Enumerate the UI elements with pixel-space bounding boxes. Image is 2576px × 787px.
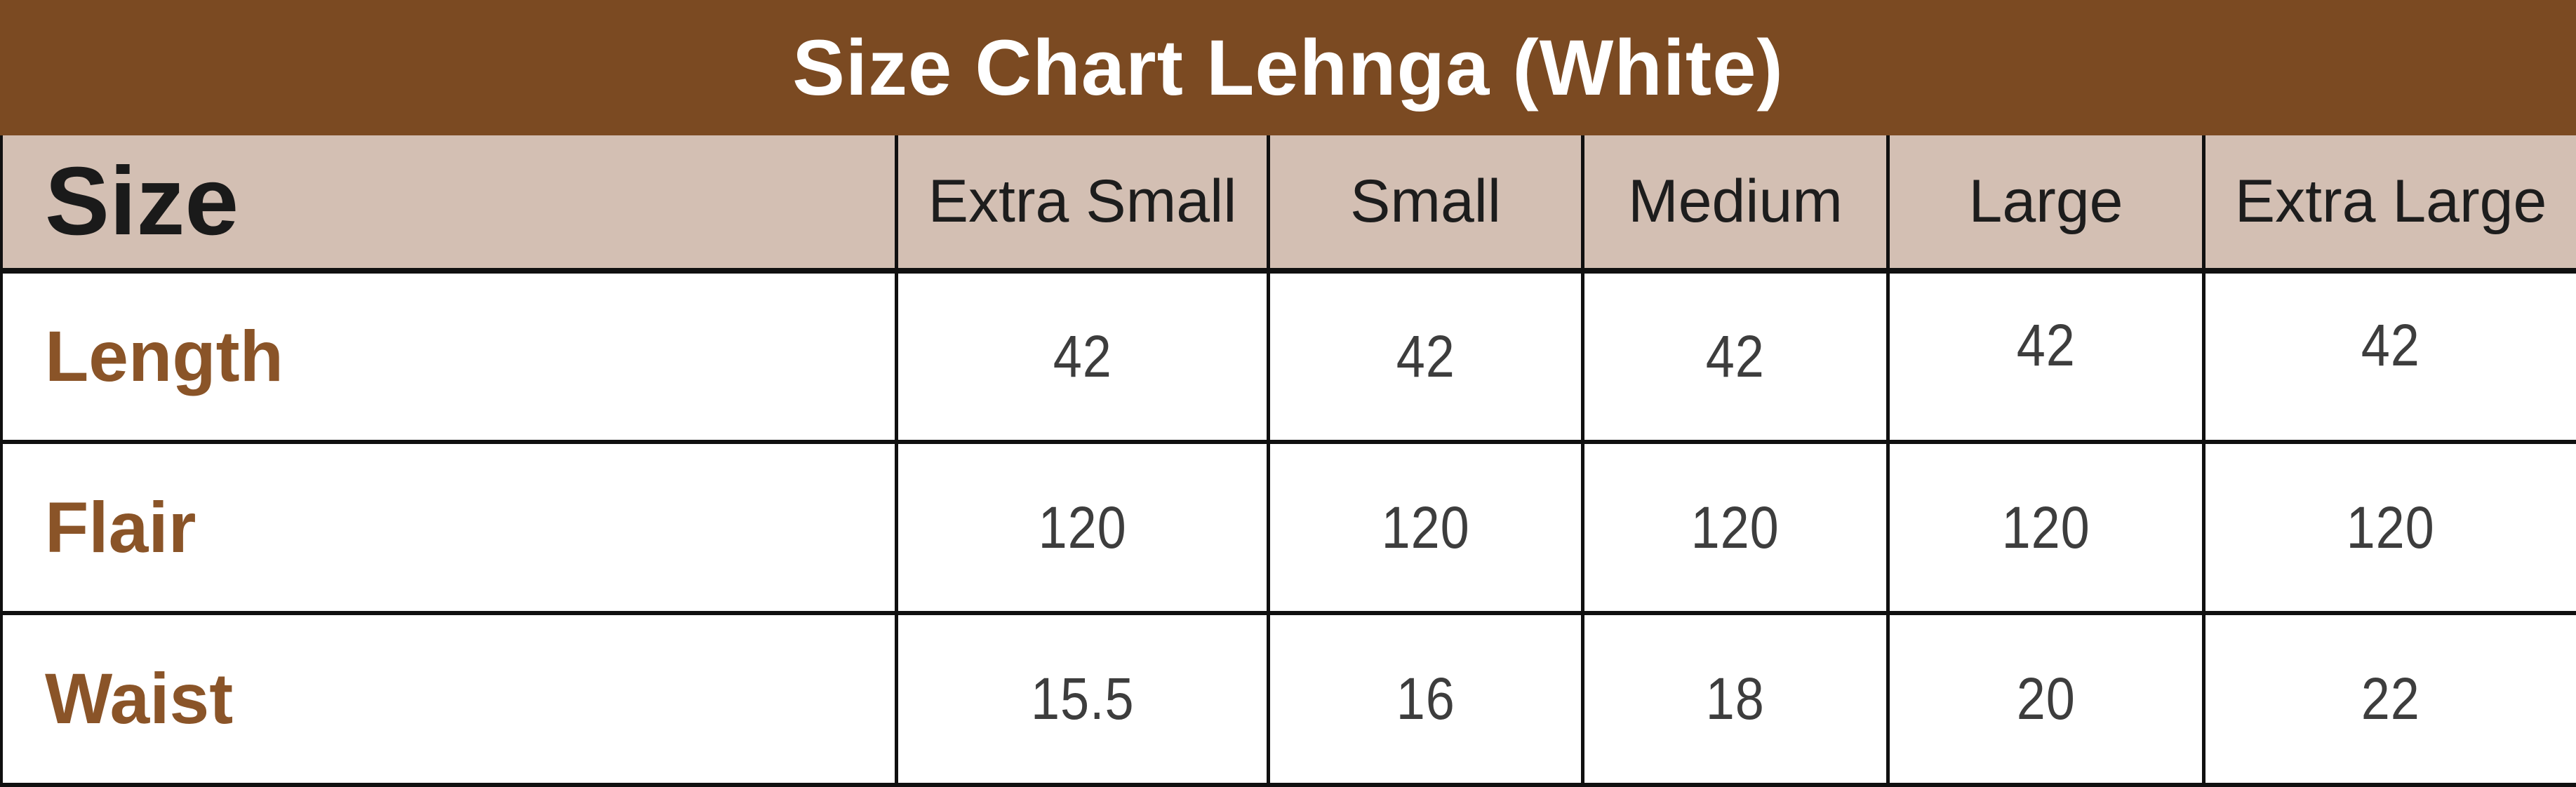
cell-waist-medium: 18 xyxy=(1584,615,1890,787)
value-text: 120 xyxy=(2347,494,2435,560)
cell-length-medium: 42 xyxy=(1584,274,1890,444)
value-text: 42 xyxy=(1053,323,1112,389)
value-text: 42 xyxy=(1706,323,1765,389)
cell-waist-extra-large: 22 xyxy=(2205,615,2576,787)
cell-waist-large: 20 xyxy=(1890,615,2205,787)
size-table: Size Extra Small Small Medium Large Extr… xyxy=(0,135,2576,787)
column-header-large: Large xyxy=(1890,135,2205,274)
cell-flair-medium: 120 xyxy=(1584,444,1890,615)
value-text: 15.5 xyxy=(1030,666,1135,732)
cell-length-small: 42 xyxy=(1270,274,1584,444)
column-header-small: Small xyxy=(1270,135,1584,274)
value-text: 120 xyxy=(1691,494,1780,560)
cell-length-large: 42 xyxy=(1890,274,2205,444)
column-header-extra-large: Extra Large xyxy=(2205,135,2576,274)
cell-flair-extra-small: 120 xyxy=(898,444,1270,615)
cell-flair-extra-large: 120 xyxy=(2205,444,2576,615)
row-label-waist: Waist xyxy=(3,615,898,787)
value-text: 42 xyxy=(2361,312,2420,378)
value-text: 20 xyxy=(2016,666,2076,732)
row-label-length: Length xyxy=(3,274,898,444)
column-header-extra-small: Extra Small xyxy=(898,135,1270,274)
value-text: 120 xyxy=(1038,494,1127,560)
cell-flair-large: 120 xyxy=(1890,444,2205,615)
chart-title: Size Chart Lehnga (White) xyxy=(792,24,1784,112)
value-text: 16 xyxy=(1396,666,1455,732)
value-text: 120 xyxy=(1381,494,1470,560)
cell-flair-small: 120 xyxy=(1270,444,1584,615)
size-column-header: Size xyxy=(3,135,898,274)
cell-waist-extra-small: 15.5 xyxy=(898,615,1270,787)
cell-length-extra-small: 42 xyxy=(898,274,1270,444)
cell-waist-small: 16 xyxy=(1270,615,1584,787)
value-text: 120 xyxy=(2001,494,2090,560)
value-text: 42 xyxy=(2016,312,2076,378)
row-label-flair: Flair xyxy=(3,444,898,615)
value-text: 22 xyxy=(2361,666,2420,732)
value-text: 18 xyxy=(1706,666,1765,732)
value-text: 42 xyxy=(1396,323,1455,389)
column-header-medium: Medium xyxy=(1584,135,1890,274)
cell-length-extra-large: 42 xyxy=(2205,274,2576,444)
chart-title-bar: Size Chart Lehnga (White) xyxy=(0,0,2576,135)
